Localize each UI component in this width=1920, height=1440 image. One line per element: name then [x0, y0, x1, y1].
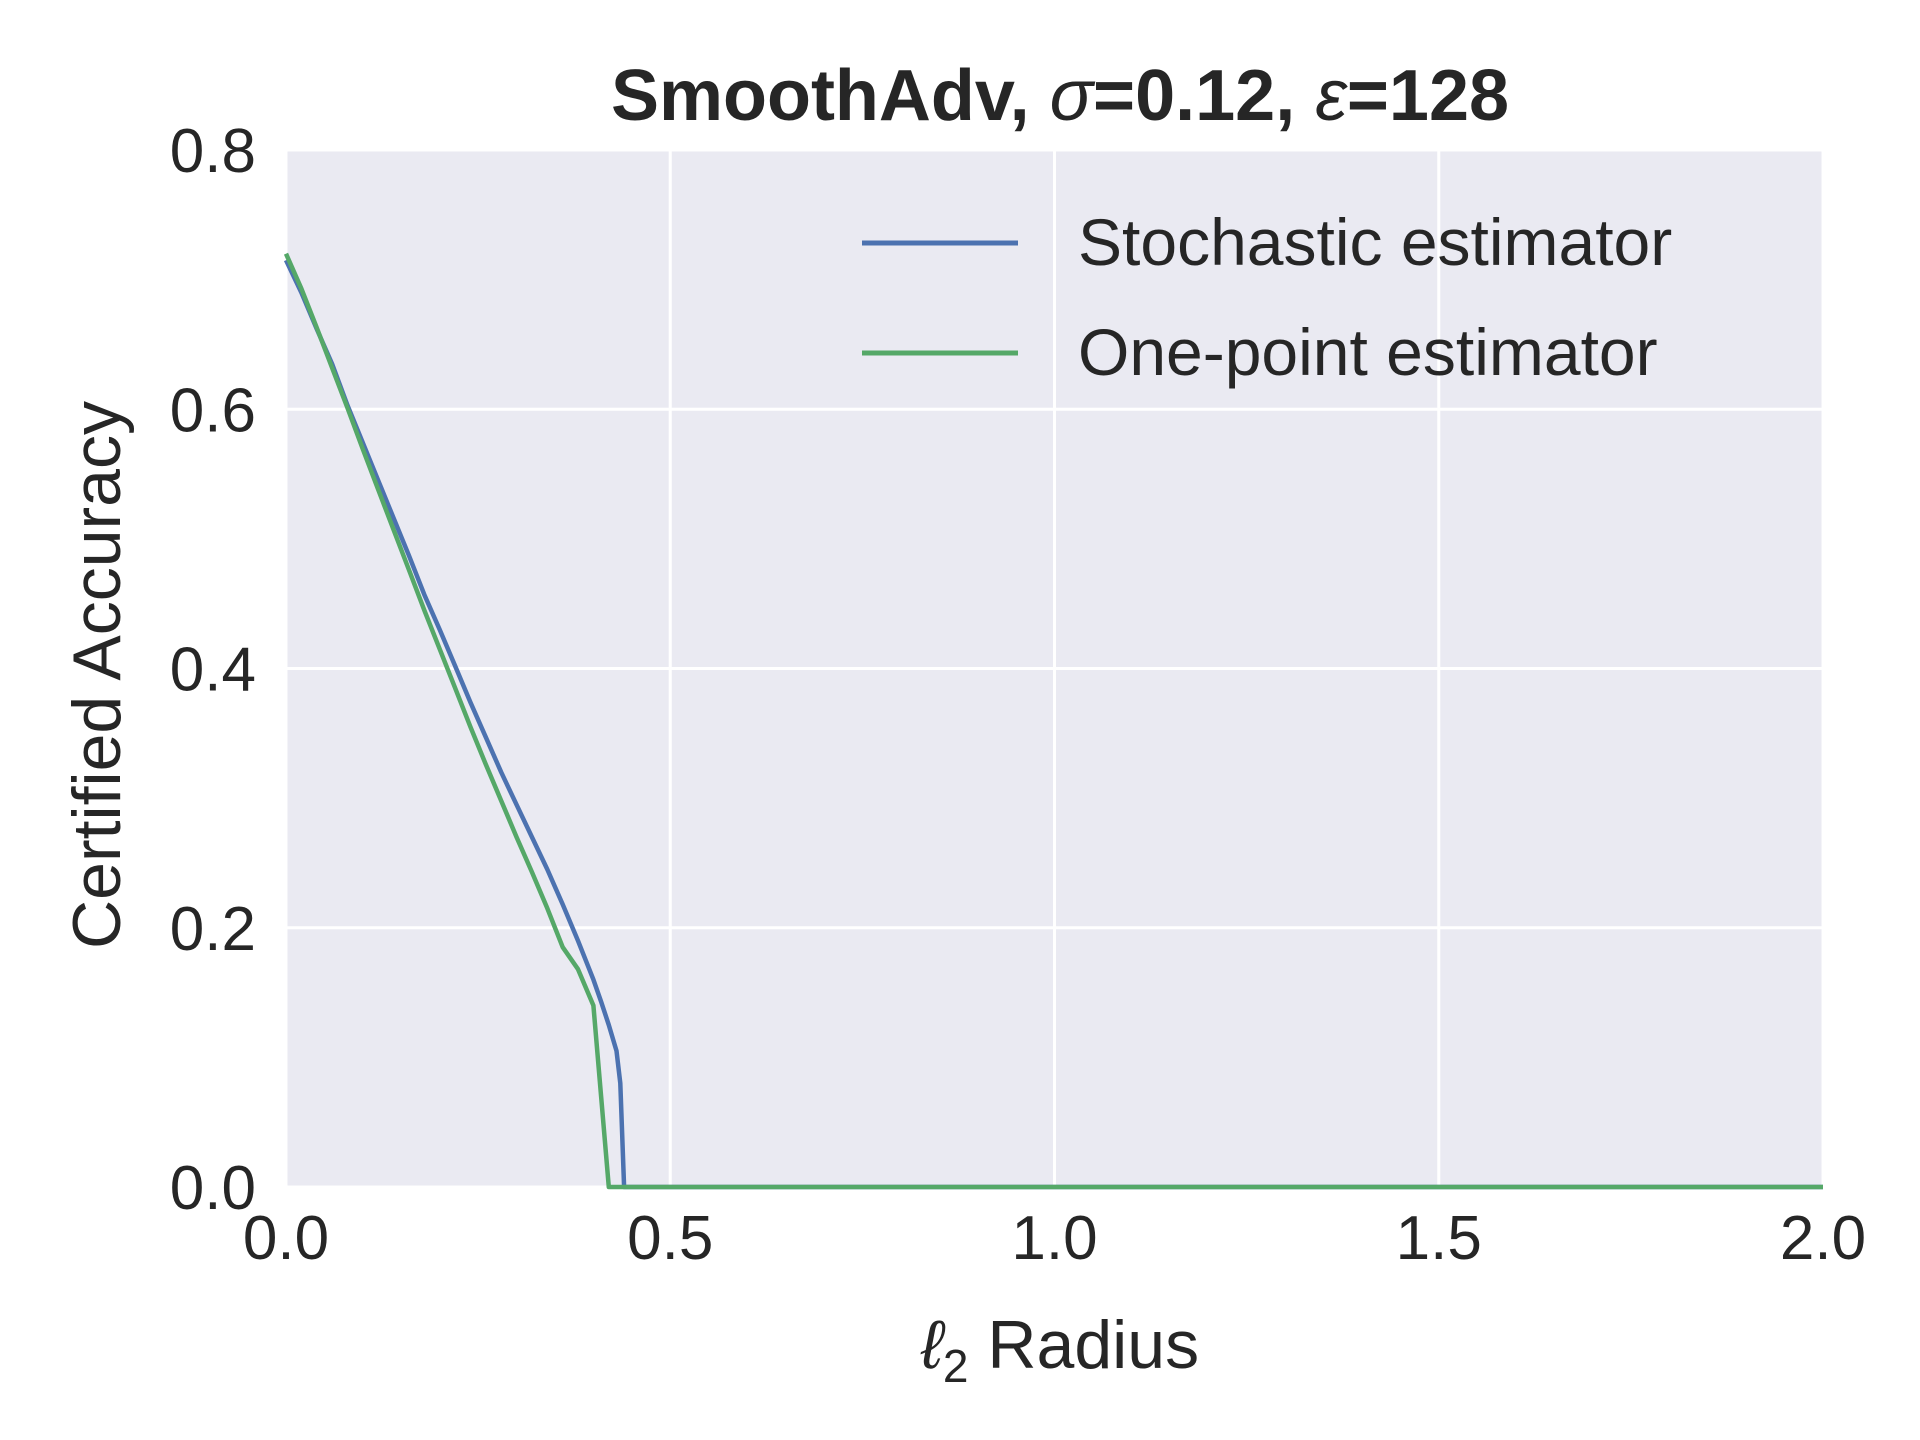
x-tick-label: 1.5 — [1396, 1204, 1482, 1273]
legend-label-1: Stochastic estimator — [1078, 205, 1672, 279]
title-epsilon-symbol: ε — [1315, 56, 1348, 136]
y-tick-label: 0.8 — [170, 117, 256, 186]
series-layer — [283, 252, 1823, 1190]
x-tick-label: 1.0 — [1011, 1204, 1097, 1273]
chart-title: SmoothAdv, σ=0.12, ε=128 — [611, 56, 1509, 136]
y-tick-label: 0.2 — [170, 895, 256, 964]
title-prefix: SmoothAdv, — [611, 56, 1050, 136]
y-tick-label: 0.6 — [170, 376, 256, 445]
y-axis-label: Certified Accuracy — [59, 401, 135, 949]
x-tick-label: 0.0 — [243, 1204, 329, 1273]
title-sigma-value: =0.12, — [1093, 56, 1315, 136]
legend-label-2: One-point estimator — [1078, 315, 1658, 389]
x-tick-label: 0.5 — [627, 1204, 713, 1273]
x-axis-label: ℓ2 Radius — [920, 1307, 1199, 1392]
title-sigma-symbol: σ — [1050, 56, 1096, 136]
x-axis-label-symbol: ℓ — [920, 1307, 946, 1383]
x-axis-label-subscript: 2 — [943, 1340, 969, 1392]
y-tick-label: 0.4 — [170, 636, 256, 705]
x-tick-label: 2.0 — [1780, 1204, 1866, 1273]
y-tick-label: 0.0 — [170, 1154, 256, 1223]
legend: Stochastic estimator One-point estimator — [862, 205, 1672, 389]
tick-labels: 0.0 0.5 1.0 1.5 2.0 0.0 0.2 0.4 0.6 0.8 — [170, 117, 1866, 1273]
x-axis-label-text: Radius — [969, 1307, 1200, 1383]
title-epsilon-value: =128 — [1347, 56, 1509, 136]
series-line-2 — [283, 252, 1823, 1190]
